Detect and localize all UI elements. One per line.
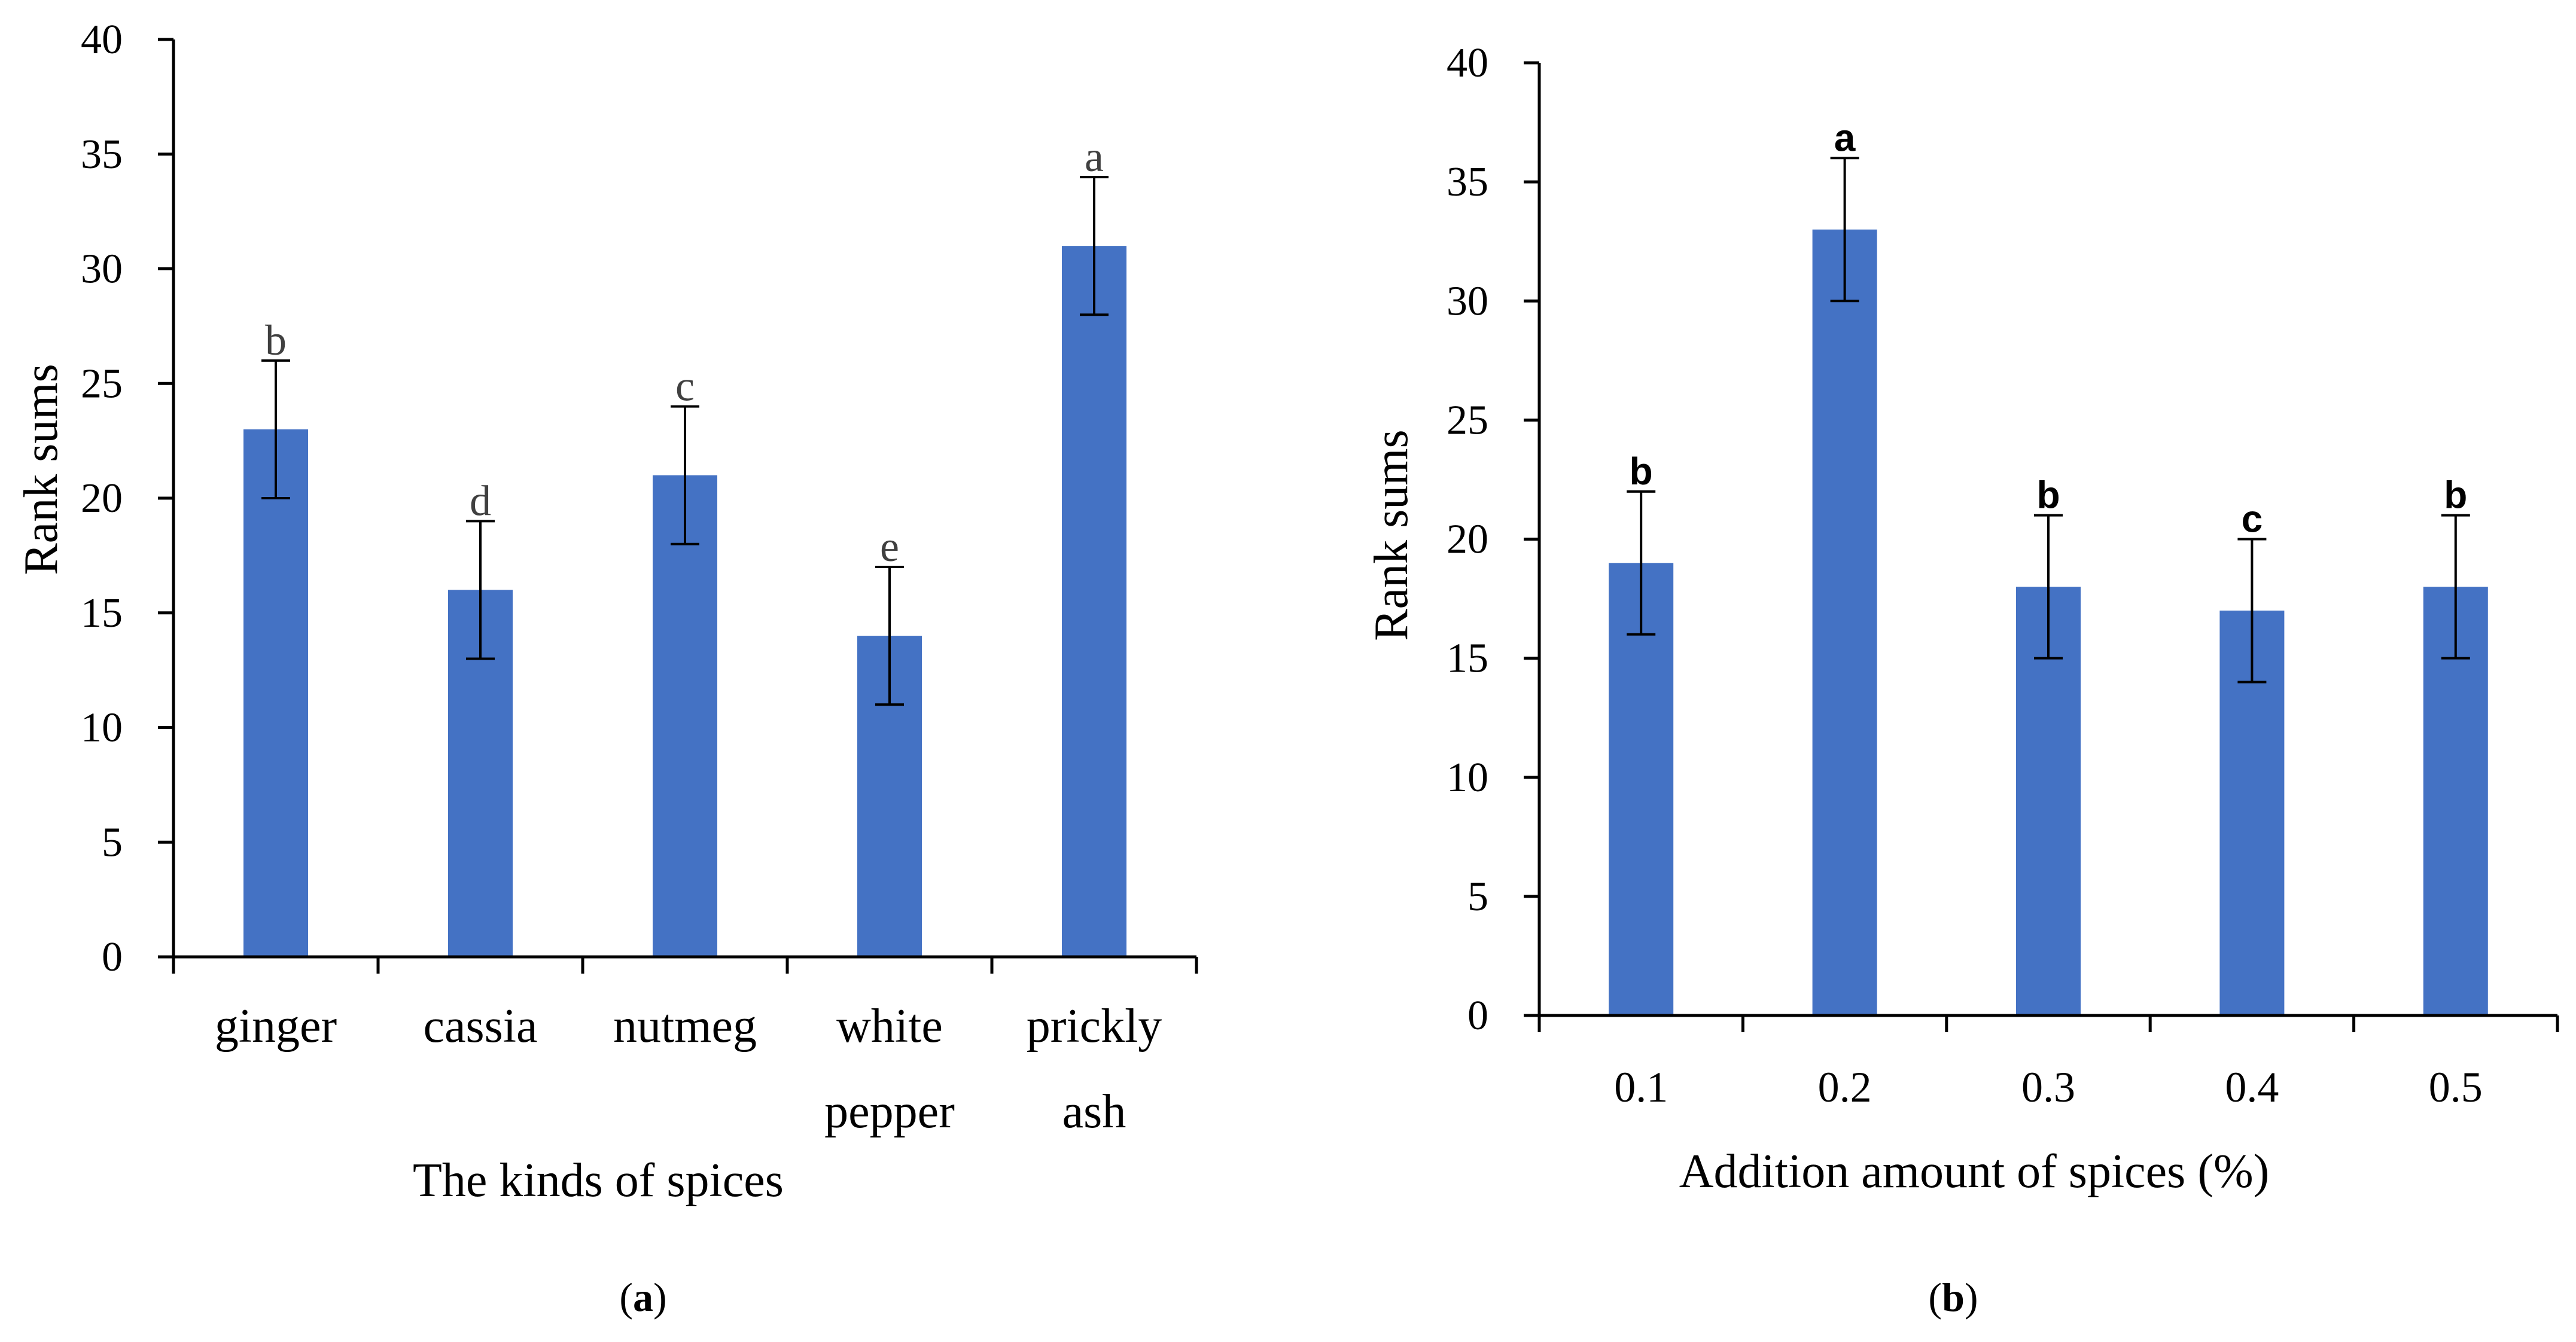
panel-a-y-tick-label: 0 (102, 934, 123, 980)
panel-b-y-axis-title: Rank sums (1365, 429, 1418, 640)
panel-b-significance-letter: b (2444, 474, 2467, 517)
panel-a-significance-letter: d (470, 477, 491, 524)
panel-b-x-tick-label: 0.1 (1614, 1063, 1668, 1111)
panel-a-x-tick-label: prickly (1027, 1000, 1162, 1053)
panel-a-y-tick-label: 35 (81, 132, 123, 178)
panel-a-y-tick-label: 40 (81, 17, 123, 63)
panel-a-chart: 0 5 10 15 20 25 30 35 40 b d c e a ginger cassia nutmeg w… (15, 17, 1198, 1320)
panel-a-bar (653, 475, 717, 957)
panel-a-panel-label-letter: a (633, 1274, 653, 1320)
panel-a-significance-letter: a (1085, 133, 1104, 181)
panel-a-y-tick-label: 15 (81, 590, 123, 636)
panel-a-y-tick-label: 30 (81, 246, 123, 292)
panel-b-y-tick-label: 5 (1467, 874, 1488, 920)
panel-b-significance-letter: b (2036, 474, 2060, 517)
panel-a-y-tick-label: 20 (81, 475, 123, 521)
panel-b-x-axis-title: Addition amount of spices (%) (1679, 1145, 2269, 1198)
panel-a-x-tick-label: nutmeg (613, 1000, 757, 1053)
panel-b-y-tick-label: 25 (1447, 397, 1488, 443)
panel-a-panel-label: (a) (619, 1274, 666, 1320)
panel-a-x-axis-title: The kinds of spices (413, 1154, 784, 1207)
panel-a-bar (1062, 246, 1126, 957)
panel-a-x-tick-label: pepper (824, 1085, 955, 1138)
panel-b-panel-label-letter: b (1942, 1274, 1965, 1320)
panel-a-significance-letter: e (880, 523, 899, 571)
panel-b-bar (1609, 563, 1674, 1015)
panel-b-significance-letter: a (1834, 116, 1856, 159)
panel-b-y-tick-label: 10 (1447, 755, 1488, 801)
panel-a-x-tick-label: ash (1062, 1085, 1126, 1138)
panel-a-significance-letter: c (675, 362, 695, 410)
panel-a-panel-label-close: ) (653, 1274, 667, 1320)
panel-b-y-tick-label: 30 (1447, 278, 1488, 324)
panel-b-x-tick-label: 0.3 (2021, 1063, 2075, 1111)
panel-b-bar (1812, 229, 1877, 1015)
panel-a-y-tick-label: 10 (81, 705, 123, 751)
panel-b-panel-label-open: ( (1928, 1274, 1942, 1320)
panel-b-y-tick-label: 0 (1467, 993, 1488, 1039)
panel-b-x-tick-label: 0.5 (2429, 1063, 2483, 1111)
panel-a-x-tick-label: white (836, 1000, 943, 1053)
panel-a-x-tick-label: cassia (423, 1000, 537, 1053)
panel-b-y-tick-label: 35 (1447, 159, 1488, 205)
panel-b-y-tick-label: 20 (1447, 517, 1488, 563)
panel-b-x-tick-label: 0.2 (1818, 1063, 1872, 1111)
panel-b-panel-label-close: ) (1965, 1274, 1978, 1320)
panel-a-bar (243, 429, 308, 957)
panel-b-panel-label: (b) (1928, 1274, 1978, 1320)
panel-a-y-tick-label: 25 (81, 361, 123, 407)
panel-b-significance-letter: b (1630, 450, 1653, 493)
panel-a-y-axis-title: Rank sums (15, 364, 68, 575)
panel-b-y-tick-label: 40 (1447, 40, 1488, 86)
panel-b-y-tick-label: 15 (1447, 636, 1488, 682)
panel-b-chart: 0 5 10 15 20 25 30 35 40 b a b c b 0.1 0.2 0.3 0.4 0.5 Addi… (1365, 40, 2559, 1320)
panel-a-y-tick-label: 5 (102, 819, 123, 865)
panel-a-x-tick-label: ginger (215, 1000, 337, 1053)
panel-b-significance-letter: c (2242, 498, 2263, 541)
panel-b-x-tick-label: 0.4 (2225, 1063, 2279, 1111)
panel-a-panel-label-open: ( (619, 1274, 633, 1320)
panel-a-significance-letter: b (265, 316, 287, 364)
